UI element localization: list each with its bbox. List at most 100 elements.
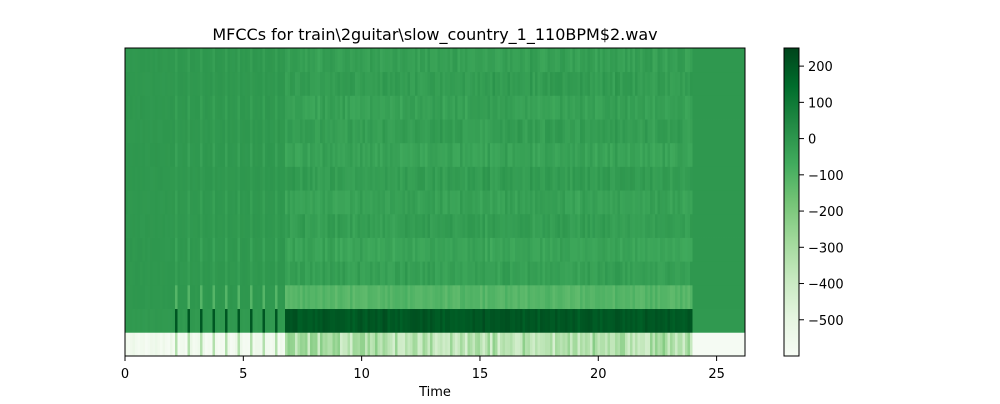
heatmap-cell (127, 308, 131, 333)
heatmap-cell (732, 166, 736, 191)
heatmap-cell (497, 261, 501, 286)
heatmap-cell (392, 48, 396, 73)
heatmap-cell (547, 119, 551, 144)
heatmap-cell (367, 95, 371, 120)
heatmap-cell (212, 71, 216, 96)
heatmap-cell (502, 71, 506, 96)
heatmap-cell (530, 48, 533, 73)
heatmap-cell (732, 190, 736, 215)
heatmap-cell (560, 284, 563, 310)
heatmap-cell (512, 213, 516, 238)
heatmap-cell (532, 71, 536, 96)
heatmap-cell (357, 119, 361, 144)
heatmap-cell (125, 308, 128, 333)
heatmap-cell (167, 284, 171, 310)
heatmap-cell (207, 71, 211, 96)
heatmap-cell (140, 261, 143, 286)
heatmap-cell (335, 284, 338, 310)
heatmap-cell (220, 213, 223, 238)
heatmap-cell (580, 119, 583, 144)
heatmap-cell (342, 213, 346, 238)
heatmap-cell (177, 119, 181, 144)
heatmap-cell (375, 48, 378, 73)
heatmap-cell (675, 166, 678, 191)
heatmap-cell (710, 142, 713, 167)
heatmap-cell (707, 95, 711, 120)
heatmap-cell (402, 190, 406, 215)
heatmap-cell (702, 284, 706, 310)
heatmap-cell (260, 213, 263, 238)
heatmap-cell (187, 95, 191, 120)
heatmap-cell (165, 48, 168, 73)
heatmap-cell (652, 48, 656, 73)
heatmap-cell (247, 95, 251, 120)
heatmap-cell (245, 71, 248, 96)
heatmap-cell (195, 261, 198, 286)
heatmap-cell (287, 48, 291, 73)
heatmap-cell (352, 261, 356, 286)
heatmap-cell (610, 71, 613, 96)
heatmap-cell (177, 237, 181, 262)
heatmap-cell (597, 213, 601, 238)
heatmap-cell (257, 142, 261, 167)
heatmap-cell (467, 119, 471, 144)
heatmap-cell (692, 95, 696, 120)
heatmap-cell (662, 142, 666, 167)
heatmap-cell (280, 237, 283, 262)
heatmap-cell (725, 213, 728, 238)
heatmap-cell (660, 213, 663, 238)
heatmap-cell (395, 48, 398, 73)
heatmap-cell (630, 213, 633, 238)
heatmap-cell (492, 213, 496, 238)
heatmap-cell (240, 284, 243, 310)
colorbar-tick-label: 200 (808, 60, 833, 75)
heatmap-cell (130, 237, 133, 262)
heatmap-cell (377, 308, 381, 333)
heatmap-cell (227, 166, 231, 191)
heatmap-cell (190, 237, 193, 262)
heatmap-cell (482, 119, 486, 144)
heatmap-cell (312, 71, 316, 96)
heatmap-cell (147, 166, 151, 191)
heatmap-cell (360, 48, 363, 73)
heatmap-cell (590, 142, 593, 167)
heatmap-cell (152, 48, 156, 73)
heatmap-cell (127, 95, 131, 120)
heatmap-cell (202, 190, 206, 215)
heatmap-cell (510, 213, 513, 238)
heatmap-cell (665, 142, 668, 167)
heatmap-cell (455, 332, 458, 357)
heatmap-cell (642, 237, 646, 262)
heatmap-cell (435, 237, 438, 262)
heatmap-cell (627, 166, 631, 191)
heatmap-cell (692, 261, 696, 286)
heatmap-cell (385, 190, 388, 215)
heatmap-cell (282, 71, 286, 96)
heatmap-cell (447, 95, 451, 120)
heatmap-cell (330, 142, 333, 167)
heatmap-cell (630, 332, 633, 357)
heatmap-cell (147, 237, 151, 262)
heatmap-cell (600, 48, 603, 73)
heatmap-cell (505, 190, 508, 215)
heatmap-cell (157, 142, 161, 167)
heatmap-cell (692, 119, 696, 144)
heatmap-cell (707, 261, 711, 286)
heatmap-cell (740, 166, 743, 191)
heatmap-cell (715, 166, 718, 191)
heatmap-cell (175, 308, 178, 333)
heatmap-cell (182, 190, 186, 215)
heatmap-cell (207, 142, 211, 167)
heatmap-cell (712, 284, 716, 310)
heatmap-cell (252, 213, 256, 238)
heatmap-cell (237, 284, 241, 310)
heatmap-cell (317, 71, 321, 96)
heatmap-cell (262, 48, 266, 73)
heatmap-cell (270, 71, 273, 96)
heatmap-cell (172, 166, 176, 191)
heatmap-cell (152, 142, 156, 167)
heatmap-cell (157, 119, 161, 144)
heatmap-cell (422, 71, 426, 96)
heatmap-cell (460, 71, 463, 96)
heatmap-cell (375, 284, 378, 310)
